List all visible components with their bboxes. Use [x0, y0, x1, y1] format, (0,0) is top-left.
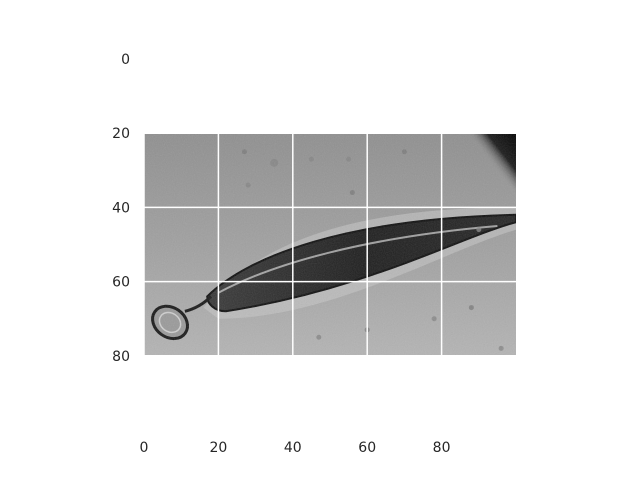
x-tick-label: 60 [358, 440, 376, 456]
x-tick-label: 0 [140, 440, 149, 456]
y-tick-label: 80 [112, 349, 130, 365]
microscopy-image [144, 133, 516, 356]
x-axis-tick-labels: 0 20 40 60 80 [140, 440, 451, 456]
y-tick-label: 60 [112, 275, 130, 291]
y-axis-tick-labels: 0 20 40 60 80 [112, 52, 130, 365]
grid-lines [143, 132, 516, 357]
x-tick-label: 40 [284, 440, 302, 456]
x-tick-label: 80 [433, 440, 451, 456]
y-tick-label: 0 [121, 52, 130, 68]
image-texture [144, 133, 516, 356]
x-tick-label: 20 [209, 440, 227, 456]
y-tick-label: 20 [112, 126, 130, 142]
y-tick-label: 40 [112, 200, 130, 216]
